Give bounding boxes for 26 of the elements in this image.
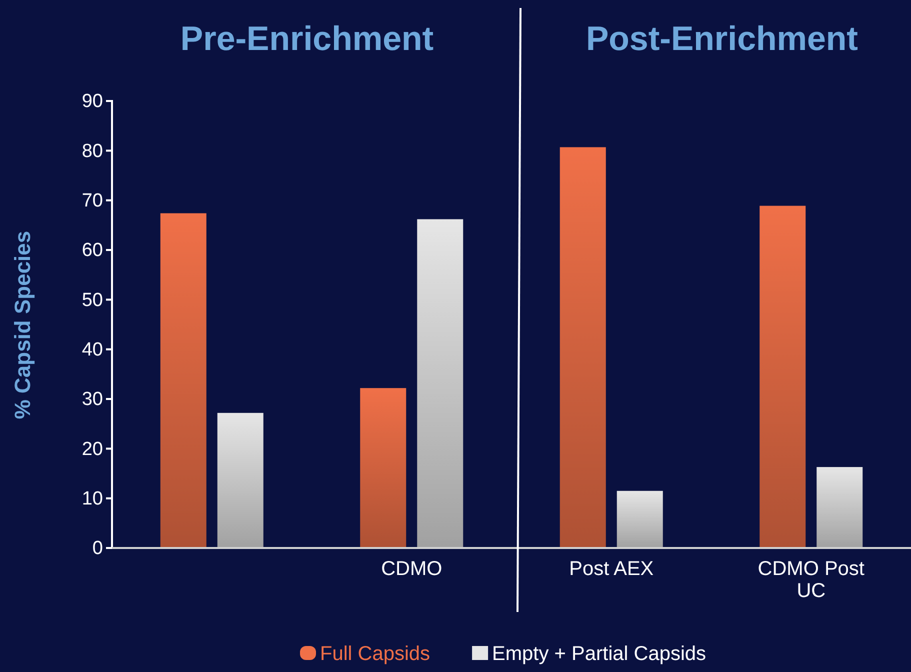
legend-label: Full Capsids (320, 643, 430, 665)
bar (360, 388, 406, 548)
text: Pre-Enrichment (180, 20, 434, 58)
y-axis-title: % Capsid Species (10, 230, 35, 420)
bar (217, 412, 264, 548)
legend-label: Empty + Partial Capsids (492, 643, 706, 665)
y-tick-label: 50 (82, 290, 103, 311)
y-tick-label: 30 (82, 389, 103, 410)
y-tick-label: 40 (82, 339, 103, 360)
y-tick-label: 70 (82, 190, 103, 212)
y-tick-label: 20 (82, 438, 103, 460)
y-tick-label: 60 (82, 240, 103, 262)
y-tick-label: 10 (82, 488, 103, 510)
text: Post-Enrichment (586, 20, 858, 58)
bar (417, 219, 464, 548)
x-tick-label: CDMO (381, 558, 442, 580)
y-tick-label: 80 (82, 140, 103, 162)
x-tick-label: Post AEX (569, 558, 654, 580)
bar (760, 206, 806, 548)
x-tick-label: CDMO Post UC (758, 558, 865, 602)
y-tick-label: 90 (82, 91, 103, 112)
bar (616, 490, 663, 548)
bar (560, 147, 606, 548)
bar (816, 467, 863, 548)
bar (160, 213, 206, 548)
y-tick-label: 0 (92, 538, 103, 560)
